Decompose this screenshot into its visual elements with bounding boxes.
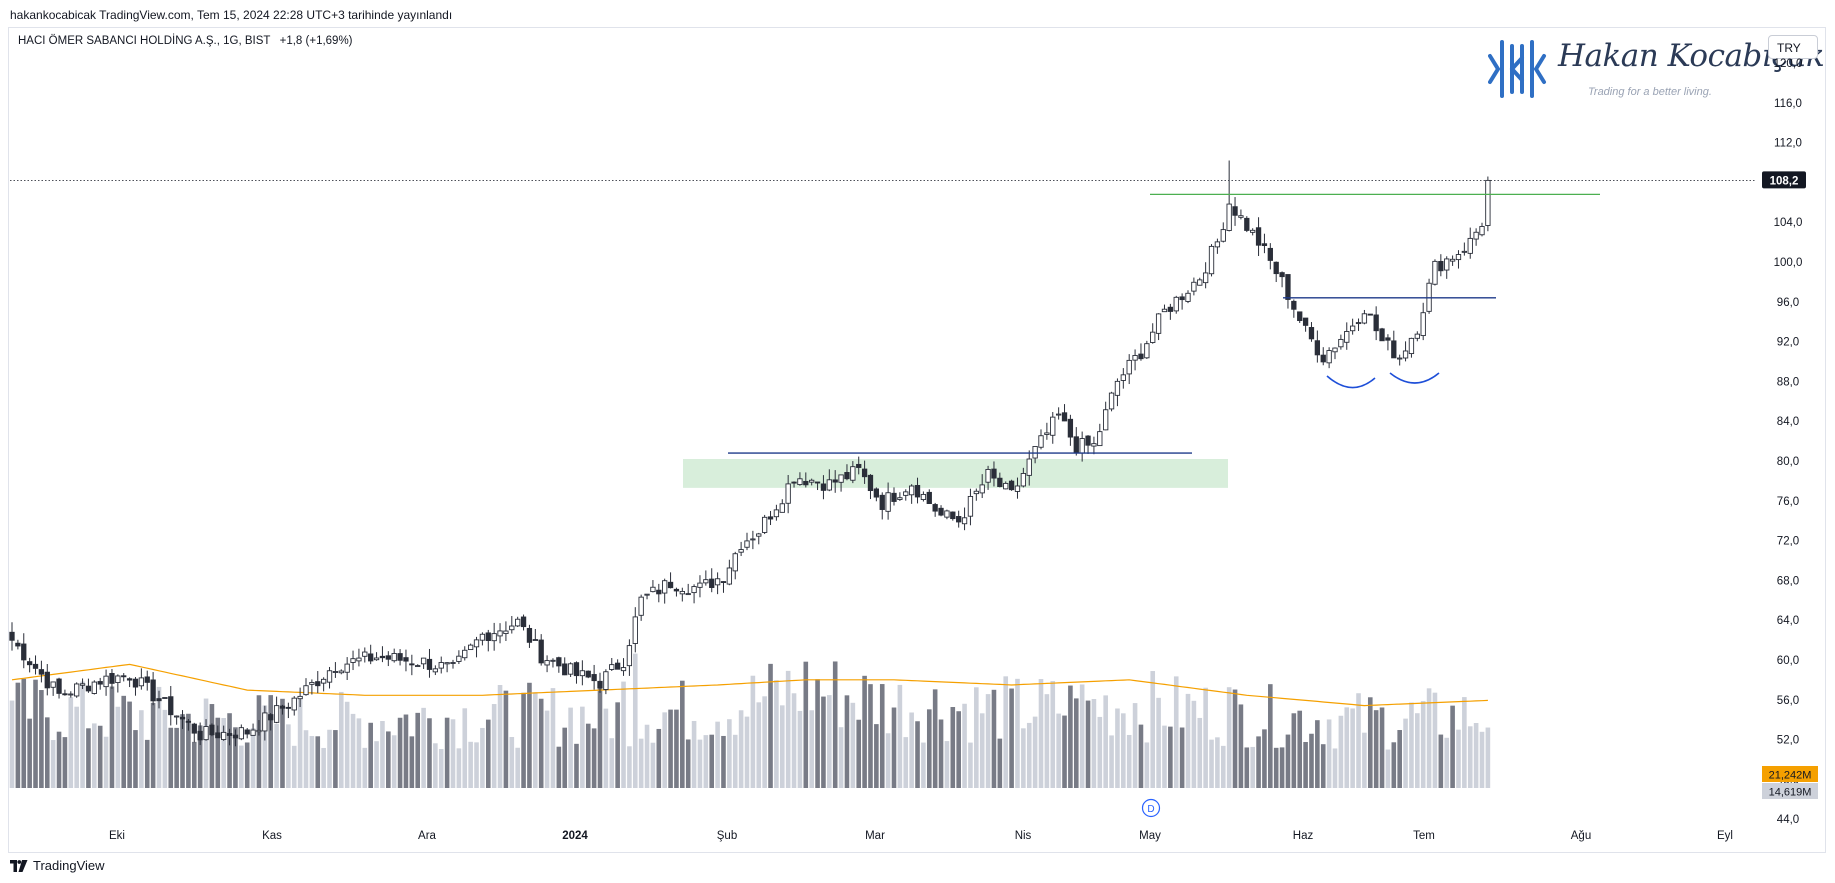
currency-selector[interactable]: TRY <box>1768 35 1818 59</box>
footer-label: TradingView <box>33 858 105 873</box>
tradingview-logo-icon <box>10 859 28 872</box>
tradingview-footer: TradingView <box>10 858 105 873</box>
symbol-name: HACI ÖMER SABANCI HOLDİNG A.Ş., 1G, BIST <box>18 35 271 47</box>
symbol-header: HACI ÖMER SABANCI HOLDİNG A.Ş., 1G, BIST… <box>18 35 359 47</box>
brand-watermark: Hakan Kocabıçak Trading for a better liv… <box>1488 38 1825 100</box>
brand-logo-icon <box>1488 40 1546 98</box>
published-caption: hakankocabicak TradingView.com, Tem 15, … <box>10 8 453 22</box>
chart-frame <box>8 27 1826 853</box>
price-change: +1,8 (+1,69%) <box>279 35 353 47</box>
brand-tagline: Trading for a better living. <box>1588 86 1712 98</box>
